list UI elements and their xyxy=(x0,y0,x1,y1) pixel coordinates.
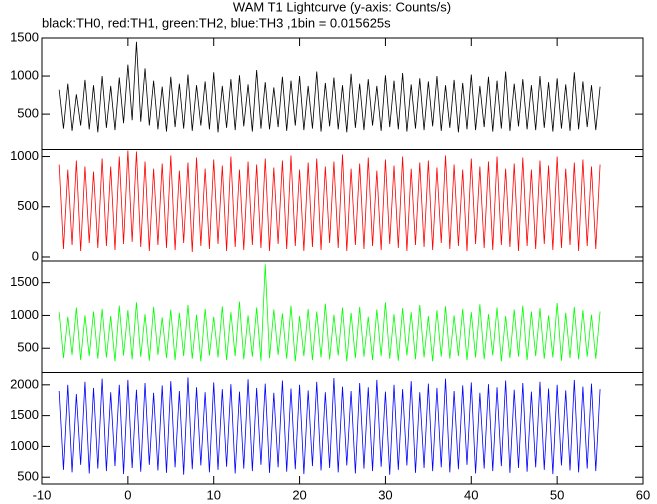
y-tick-label: 1500 xyxy=(10,29,39,44)
x-tick-label: 30 xyxy=(378,487,392,502)
y-tick-label: 500 xyxy=(17,340,39,355)
y-tick-label: 1500 xyxy=(10,407,39,422)
x-tick-label: 10 xyxy=(206,487,220,502)
series-line xyxy=(58,41,601,133)
x-tick-label: 60 xyxy=(636,487,650,502)
x-tick-label: -10 xyxy=(33,487,52,502)
chart-title: WAM T1 Lightcurve (y-axis: Counts/s) xyxy=(233,0,451,14)
panel-frame xyxy=(41,37,644,150)
panel-frame xyxy=(41,372,644,485)
y-tick-label: 500 xyxy=(17,469,39,484)
y-tick-label: 2000 xyxy=(10,376,39,391)
chart-subtitle: black:TH0, red:TH1, green:TH2, blue:TH3 … xyxy=(42,15,391,30)
series-line xyxy=(58,150,601,252)
x-tick-label: 50 xyxy=(550,487,564,502)
series-line xyxy=(58,264,601,362)
y-tick-label: 1000 xyxy=(10,67,39,82)
y-tick-label: 0 xyxy=(32,248,39,263)
series-line xyxy=(58,377,601,475)
y-tick-label: 1000 xyxy=(10,307,39,322)
x-tick-label: 40 xyxy=(464,487,478,502)
x-tick-label: 20 xyxy=(292,487,306,502)
x-tick-label: 0 xyxy=(124,487,131,502)
y-tick-label: 1500 xyxy=(10,274,39,289)
y-tick-label: 500 xyxy=(17,198,39,213)
y-tick-label: 1000 xyxy=(10,438,39,453)
y-tick-label: 500 xyxy=(17,106,39,121)
y-tick-label: 1000 xyxy=(10,148,39,163)
